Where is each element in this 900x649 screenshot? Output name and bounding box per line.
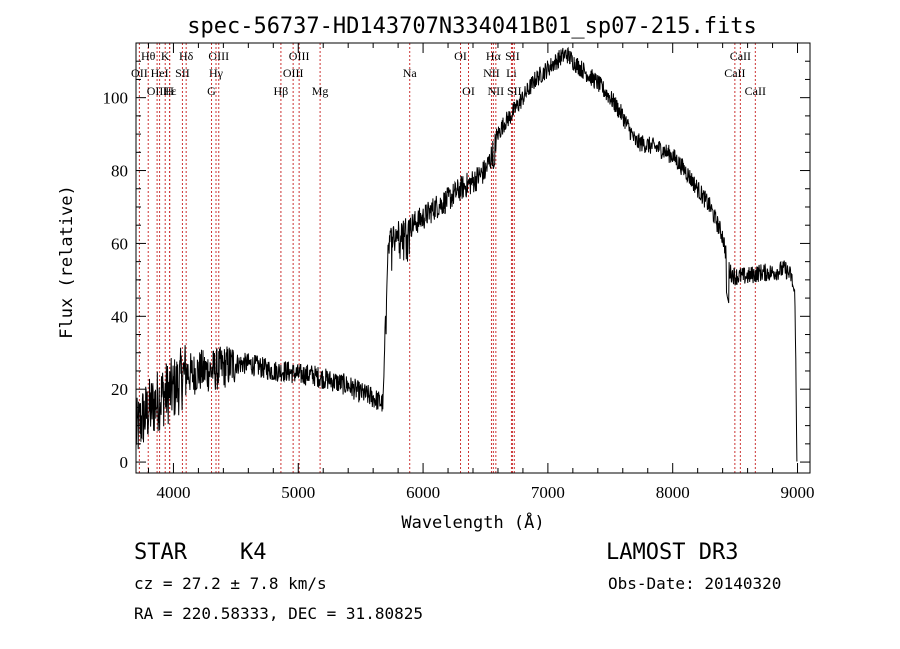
spectral-line-label: Hθ [141,49,156,63]
spectral-line-label: NII [488,84,505,98]
y-tick-label: 20 [111,380,128,399]
spectral-line-label: OI [454,49,467,63]
spectral-line-label: NII [483,66,500,80]
spectral-line-label: OIII [208,49,229,63]
y-tick-label: 40 [111,307,128,326]
spectral-line-label: Hδ [179,49,194,63]
axis-ticks-layer: 4000 5000 6000 7000 8000 9000 0 20 40 60 80 100 [103,43,815,502]
spectral-line-label: SII [175,66,190,80]
spectral-line-label: Na [403,66,418,80]
spectral-line-label: OIII [289,49,310,63]
coordinates-readout: RA = 220.58333, DEC = 31.80825 [134,604,423,623]
spectral-line-label: OIII [283,66,304,80]
spectral-line-label: G [207,84,216,98]
spectral-line-label: SII [507,84,522,98]
x-tick-label: 9000 [781,483,815,502]
spectral-line-label: K [161,49,170,63]
x-tick-label: 6000 [406,483,440,502]
object-subclass: K4 [240,540,267,565]
flux-series-line [135,46,798,462]
x-tick-label: 8000 [656,483,690,502]
survey-name: LAMOST DR3 [606,540,739,565]
spectral-line-label: CaII [724,66,745,80]
x-tick-label: 4000 [156,483,190,502]
spectral-line-label: HeI [151,66,169,80]
obs-date-readout: Obs-Date: 20140320 [608,574,782,593]
spectral-line-label: Li [506,66,517,80]
y-tick-label: 0 [120,453,129,472]
spectral-line-label: CaII [730,49,751,63]
spectral-line-label: OI [462,84,475,98]
spectral-line-label: Hγ [209,66,224,80]
redshift-readout: cz = 27.2 ± 7.8 km/s [134,574,327,593]
spectral-line-label: CaII [745,84,766,98]
y-tick-label: 80 [111,162,128,181]
spectral-line-label: OII [131,66,148,80]
x-tick-label: 7000 [531,483,565,502]
x-axis-label: Wavelength (Å) [401,511,544,533]
y-tick-label: 100 [103,89,129,108]
spectral-line-label: Mg [312,84,329,98]
spectral-line-label: H [165,84,174,98]
x-tick-label: 5000 [281,483,315,502]
object-class: STAR [134,540,187,565]
plot-frame [135,42,811,474]
spectral-line-label: Hβ [274,84,289,98]
spectral-line-label: Hα [486,49,502,63]
spectral-line-label: SII [505,49,520,63]
spectral-line-label: OIII [147,84,168,98]
y-tick-label: 60 [111,234,128,253]
y-axis-label: Flux (relative) [57,185,77,339]
chart-title: spec-56737-HD143707N334041B01_sp07-215.f… [187,14,757,39]
